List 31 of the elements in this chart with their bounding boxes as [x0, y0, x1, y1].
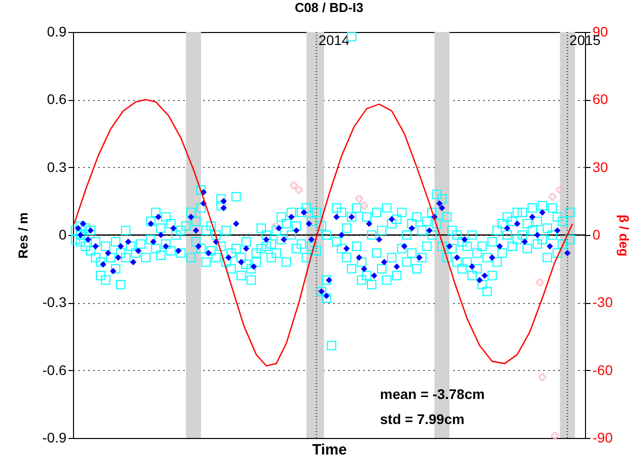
y-tick-label: 0	[58, 226, 67, 242]
y2-tick-label: -30	[592, 294, 613, 310]
y-tick-label: -0.3	[42, 294, 67, 310]
point	[536, 278, 544, 286]
y2-tick-label: 0	[592, 226, 600, 242]
line-series	[74, 99, 574, 366]
y-tick-label: -0.9	[42, 430, 67, 446]
y-axis-title: Res / m	[15, 212, 30, 259]
y2-tick-label: -60	[592, 362, 613, 378]
ref-line-label: 2014	[318, 32, 350, 48]
y2-tick-label: 60	[592, 91, 608, 108]
y2-tick-label: -90	[592, 430, 613, 446]
y-tick-label: 0.3	[47, 158, 67, 175]
point	[551, 432, 559, 440]
point	[290, 182, 298, 190]
y2-tick-label: 30	[592, 158, 608, 175]
y-tick-label: -0.6	[42, 362, 67, 378]
point	[556, 186, 564, 194]
x-axis-title: Time	[312, 442, 347, 458]
y-tick-label: 0.6	[47, 91, 67, 108]
annotation: mean = -3.78cm	[380, 386, 485, 402]
annotation: std = 7.99cm	[380, 411, 464, 427]
y-tick-label: 0.9	[47, 24, 67, 40]
point	[355, 195, 363, 203]
point	[360, 202, 368, 210]
point	[272, 222, 280, 230]
chart-title: C08 / BD-I3	[294, 0, 364, 15]
point	[538, 373, 546, 381]
y2-axis-title: β / deg	[616, 214, 632, 256]
point	[548, 192, 556, 200]
point	[295, 186, 303, 194]
